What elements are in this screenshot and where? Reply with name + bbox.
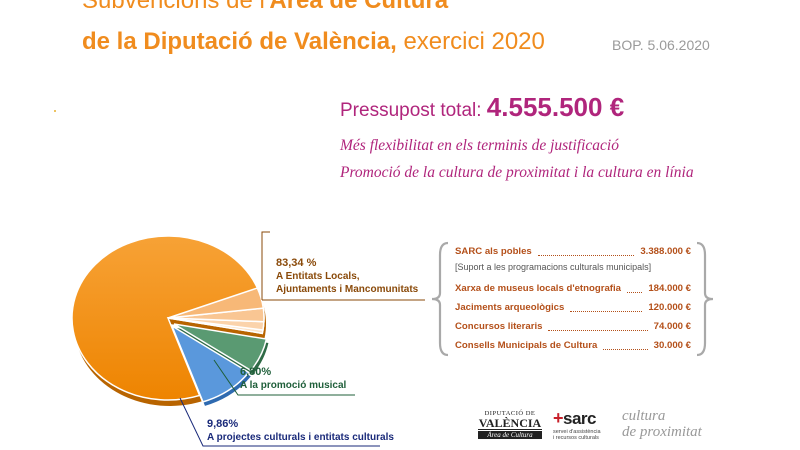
breakdown-dot-leader xyxy=(570,303,643,312)
breakdown-label: Consells Municipals de Cultura xyxy=(455,340,598,351)
title-bold: Àrea de Cultura xyxy=(269,0,449,14)
diputacio-logo: DIPUTACIÓ DE VALÈNCIA Àrea de Cultura xyxy=(478,410,542,442)
breakdown-label: Concursos literaris xyxy=(455,321,543,332)
legend-entitats-label-2: Ajuntaments i Mancomunitats xyxy=(276,284,419,295)
breakdown-row: Xarxa de museus locals d'etnografia 184.0… xyxy=(455,283,691,294)
breakdown-dot-leader xyxy=(537,247,635,256)
legend-projectes-percent: 9,86% xyxy=(207,418,239,430)
cultura-proximitat-logo: cultura de proximitat xyxy=(622,408,702,440)
sarc-plus-icon: + xyxy=(553,408,564,428)
page-title-line1: Subvencions de l'Àrea de Cultura xyxy=(82,0,448,15)
breakdown-label: Xarxa de museus locals d'etnografia xyxy=(455,283,621,294)
sarc-logo-name: sarc xyxy=(563,409,596,428)
note-proximity: Promoció de la cultura de proximitat i l… xyxy=(340,164,694,181)
legend-entitats-locals: 83,34 % A Entitats Locals, Ajuntaments i… xyxy=(276,257,418,296)
breakdown-label: SARC als pobles xyxy=(455,246,532,257)
legend-entitats-percent: 83,34 % xyxy=(276,257,317,269)
breakdown-row: [Suport a les programacions culturals mu… xyxy=(455,262,691,272)
legend-musical-percent: 6,80% xyxy=(240,366,272,378)
left-brace xyxy=(431,241,449,357)
diputacio-logo-name: VALÈNCIA xyxy=(478,416,542,430)
decorative-dot xyxy=(54,110,56,112)
right-brace xyxy=(696,241,714,357)
legend-entitats-label-1: A Entitats Locals, xyxy=(276,271,360,282)
breakdown-dot-leader xyxy=(548,322,648,331)
legend-musical-label: A la promoció musical xyxy=(240,380,347,391)
pie-slice-promocio-musical xyxy=(173,323,268,372)
breakdown-label: Jaciments arqueològics xyxy=(455,302,565,313)
breakdown-row: Jaciments arqueològics 120.000 € xyxy=(455,302,691,313)
breakdown-row: Consells Municipals de Cultura 30.000 € xyxy=(455,340,691,351)
budget-total: Pressupost total: 4.555.500 € xyxy=(340,92,624,123)
diputacio-logo-top: DIPUTACIÓ DE xyxy=(484,410,536,417)
title-light: Subvencions de l' xyxy=(82,0,270,14)
budget-value: 4.555.500 € xyxy=(486,92,625,122)
legend-projectes-culturals: 9,86% A projectes culturals i entitats c… xyxy=(207,418,394,444)
breakdown-dot-leader xyxy=(626,284,643,293)
page-title-line2: de la Diputació de València, exercici 20… xyxy=(82,28,545,56)
sarc-logo: +sarc servei d'assistència i recursos cu… xyxy=(553,408,603,441)
leader-entitats-vertical xyxy=(261,231,270,300)
note-flexibility: Més flexibilitat en els terminis de just… xyxy=(340,137,619,154)
title-year: exercici 2020 xyxy=(396,28,545,55)
pie-subslice-1 xyxy=(167,287,265,319)
diputacio-logo-area: Àrea de Cultura xyxy=(478,431,542,439)
breakdown-row: Concursos literaris 74.000 € xyxy=(455,321,691,332)
breakdown-amount: 30.000 € xyxy=(653,340,691,351)
leader-musical xyxy=(213,359,355,396)
pie-slice-entitats-locals xyxy=(71,235,265,401)
leader-projectes xyxy=(179,397,380,447)
legend-projectes-label: A projectes culturals i entitats cultura… xyxy=(207,432,394,443)
sarc-logo-sub: servei d'assistència i recursos cultural… xyxy=(553,429,601,441)
breakdown-amount: 120.000 € xyxy=(648,302,691,313)
legend-promocio-musical: 6,80% A la promoció musical xyxy=(240,366,346,392)
cultura-logo-line1: cultura xyxy=(622,408,666,424)
budget-label: Pressupost total: xyxy=(340,100,487,121)
breakdown-amount: 3.388.000 € xyxy=(640,246,691,257)
breakdown-amount: 184.000 € xyxy=(648,283,691,294)
breakdown-dot-leader xyxy=(603,341,648,350)
source-reference: BOP. 5.06.2020 xyxy=(612,37,710,53)
breakdown-row: SARC als pobles 3.388.000 € xyxy=(455,246,691,257)
breakdown-amount: 74.000 € xyxy=(653,321,691,332)
cultura-logo-line2: de proximitat xyxy=(622,424,702,440)
breakdown-label: [Suport a les programacions culturals mu… xyxy=(455,262,652,272)
title-bold-2: de la Diputació de València, xyxy=(82,28,397,55)
